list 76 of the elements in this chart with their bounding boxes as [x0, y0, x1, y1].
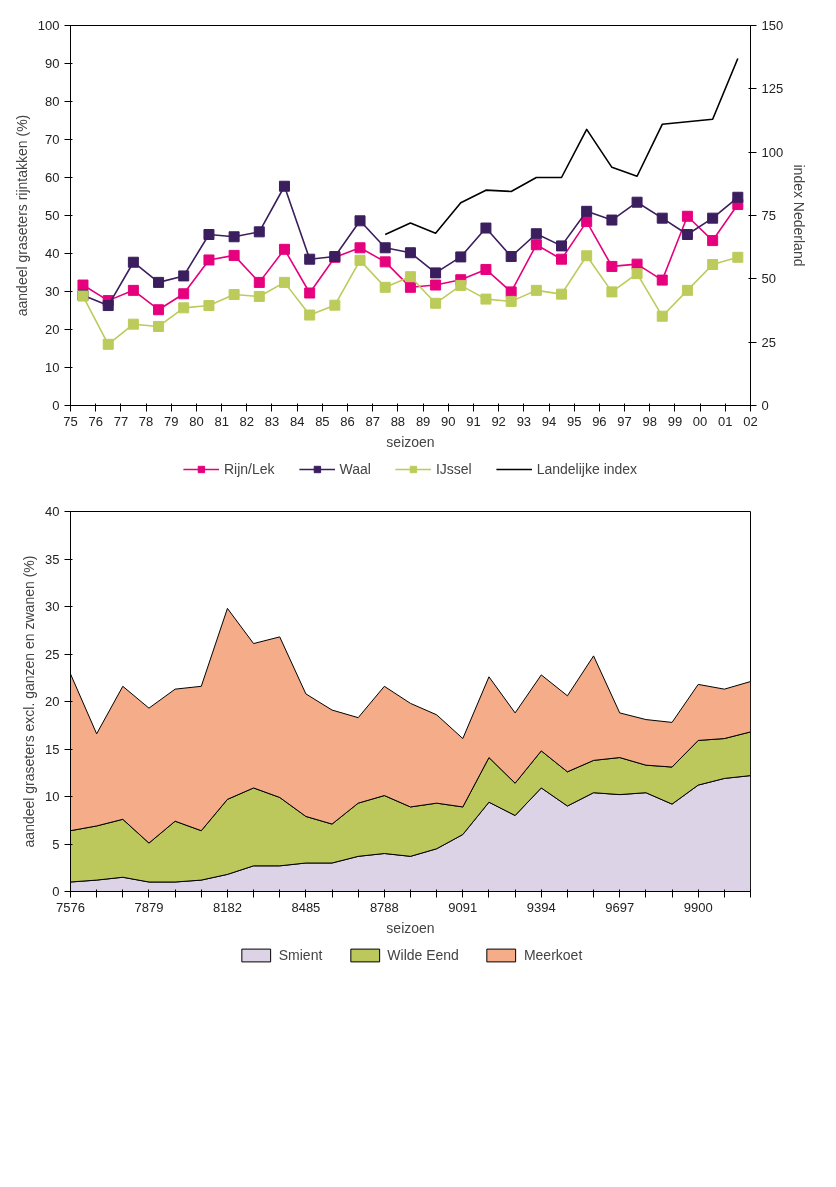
x-tick-label: 8485	[291, 899, 321, 915]
legend-label: Rijn/Lek	[223, 461, 275, 477]
x-tick-label: 93	[516, 413, 532, 429]
y-tick-label: 25	[45, 646, 60, 662]
x-axis-title: seizoen	[386, 919, 435, 936]
x-tick-label: 89	[415, 413, 431, 429]
y-tick-label: 30	[45, 599, 60, 614]
y-tick-label: 70	[45, 132, 60, 147]
x-tick-label: 7576	[56, 899, 85, 915]
x-tick-label: 75	[63, 413, 78, 429]
y-tick-label: 20	[45, 694, 60, 709]
y2-tick-label: 100	[761, 144, 784, 160]
y-tick-label: 30	[45, 284, 60, 299]
x-tick-label: 7879	[134, 899, 164, 915]
y2-tick-label: 75	[761, 208, 776, 223]
y2-tick-label: 150	[761, 18, 784, 33]
x-tick-label: 88	[390, 413, 406, 429]
y-tick-label: 10	[45, 360, 60, 375]
x-tick-label: 85	[315, 413, 330, 429]
legend-label: Meerkoet	[523, 947, 583, 963]
y-tick-label: 15	[45, 741, 60, 757]
x-tick-label: 9697	[605, 899, 635, 915]
x-tick-label: 79	[164, 413, 179, 429]
x-tick-label: 81	[214, 413, 229, 429]
x-tick-label: 83	[264, 413, 280, 429]
x-axis-title: seizoen	[386, 433, 435, 450]
y-axis-title: aandeel graseters excl. ganzen en zwanen (%)	[21, 555, 38, 848]
y-tick-label: 5	[52, 836, 60, 852]
x-tick-label: 94	[541, 413, 557, 429]
y2-tick-label: 25	[761, 334, 776, 350]
x-tick-label: 8182	[212, 899, 242, 915]
x-tick-label: 91	[466, 413, 481, 429]
x-tick-label: 02	[743, 413, 758, 429]
legend-label: Wilde Eend	[387, 947, 459, 963]
x-tick-label: 96	[592, 413, 607, 429]
x-tick-label: 80	[189, 413, 204, 429]
x-tick-label: 9091	[448, 899, 478, 915]
x-tick-label: 8788	[369, 899, 399, 915]
y-tick-label: 40	[45, 246, 60, 261]
x-tick-label: 00	[692, 413, 708, 429]
y-tick-label: 50	[45, 208, 60, 223]
y-tick-label: 100	[37, 18, 60, 33]
y2-tick-label: 0	[761, 398, 769, 413]
x-tick-label: 77	[113, 413, 129, 429]
x-tick-label: 92	[491, 413, 506, 429]
x-tick-label: 84	[289, 413, 305, 429]
x-tick-label: 98	[642, 413, 657, 429]
legend-label: IJssel	[435, 461, 472, 477]
y-tick-label: 0	[52, 884, 60, 899]
y2-tick-label: 125	[761, 81, 784, 97]
x-tick-label: 78	[138, 413, 154, 429]
y2-tick-label: 50	[761, 271, 776, 287]
y-tick-label: 90	[45, 56, 60, 71]
x-tick-label: 99	[667, 413, 683, 429]
x-tick-label: 95	[566, 413, 582, 429]
y-tick-label: 40	[45, 504, 60, 519]
y-tick-label: 80	[45, 94, 60, 109]
y-tick-label: 0	[52, 398, 60, 413]
legend-label: Waal	[339, 461, 371, 477]
y-tick-label: 35	[45, 551, 60, 567]
legend-label: Landelijke index	[536, 461, 638, 477]
x-tick-label: 9394	[526, 899, 556, 915]
x-tick-label: 01	[718, 413, 733, 429]
y-tick-label: 60	[45, 170, 60, 185]
x-tick-label: 82	[239, 413, 255, 429]
legend-label: Smient	[278, 947, 323, 963]
y-axis-title: aandeel graseters rijntakken (%)	[13, 114, 30, 317]
x-tick-label: 97	[617, 413, 632, 429]
x-tick-label: 76	[88, 413, 103, 429]
x-tick-label: 86	[340, 413, 355, 429]
y2-axis-title: index Nederland	[791, 164, 808, 267]
x-tick-label: 90	[441, 413, 456, 429]
y-tick-label: 10	[45, 789, 60, 804]
x-tick-label: 9900	[683, 899, 713, 915]
y-tick-label: 20	[45, 322, 60, 337]
x-tick-label: 87	[365, 413, 380, 429]
